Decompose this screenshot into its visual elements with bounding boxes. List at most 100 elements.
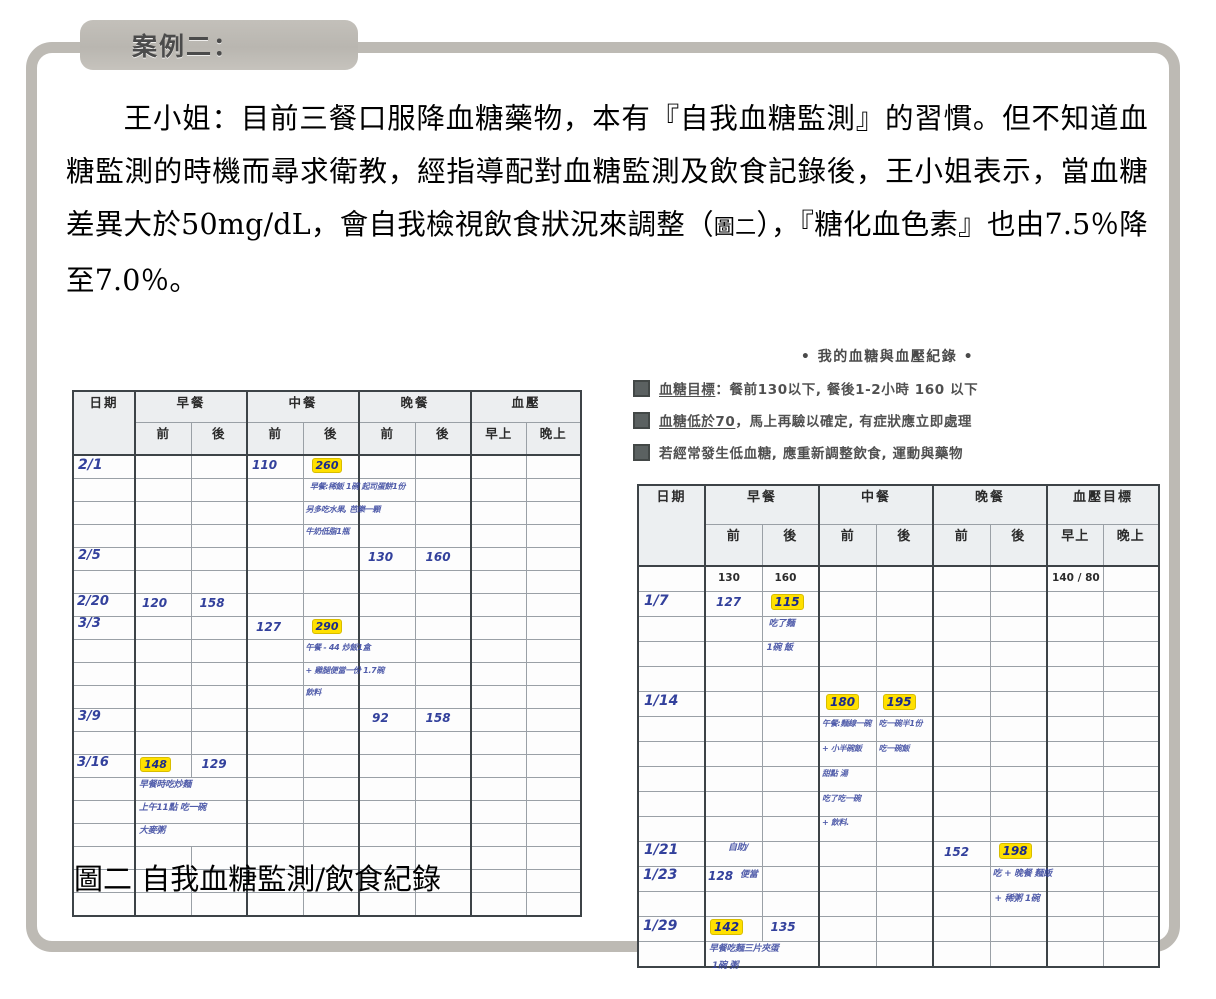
- cell-bf-after: [761, 816, 821, 842]
- hw-bf-after-5: 135: [770, 920, 796, 934]
- cell-bf-before: [704, 791, 763, 817]
- hw-dinner-after-2: 160: [425, 550, 451, 564]
- hw-note-1b: 1碗 飯: [766, 643, 794, 653]
- cell-dinner-after: 198: [989, 841, 1049, 867]
- cell-dinner-before: [932, 716, 991, 742]
- cell-lunch-before: 吃了吃一碗: [818, 791, 877, 817]
- cell-bp-evening: [525, 570, 582, 594]
- cell-dinner-after: [989, 666, 1049, 692]
- cell-lunch-after: + 雞腿便當一份 1.7碗: [302, 662, 384, 686]
- cell-lunch-before: [246, 593, 304, 617]
- hw-bf-before-4: 128: [708, 869, 734, 883]
- figures-area: 日期 早餐 中餐 晚餐 血壓 前 後 前 後 前 後 早上 晚上 2/1: [0, 340, 1216, 971]
- cell-bf-after: [761, 841, 821, 867]
- table-row: 飲料: [72, 685, 582, 709]
- cell-dinner-after: [989, 716, 1049, 742]
- cell-bp-morning: [470, 454, 527, 479]
- cell-bp-evening: [525, 708, 582, 732]
- table-row: + 稀粥 1碗: [637, 891, 1160, 917]
- hw-note-6b: 上午11點 吃一碗: [139, 803, 206, 813]
- cell-bf-after: [761, 891, 821, 917]
- header-bf-before: 前: [704, 524, 763, 567]
- cell-dinner-after: [414, 454, 473, 479]
- cell-bp-morning: [1046, 591, 1104, 617]
- hw-bf-before-3: 120: [142, 596, 168, 610]
- cell-bp-evening: [1102, 916, 1160, 942]
- cell-date: [72, 662, 136, 686]
- cell-bf-after: [190, 524, 249, 548]
- cell-lunch-before: 127: [246, 616, 304, 640]
- hw-dinner-before-2: 130: [368, 550, 394, 564]
- cell-dinner-after: [989, 591, 1049, 617]
- table-row: 吃了麵: [637, 616, 1160, 642]
- cell-dinner-after: [414, 524, 473, 548]
- cell-bf-before: 128 便當: [704, 866, 763, 892]
- cell-lunch-before: [246, 754, 304, 778]
- hw-note-3b: + 稀粥 1碗: [994, 894, 1040, 904]
- cell-lunch-before: [246, 547, 304, 571]
- hw-date-5: 3/9: [78, 709, 101, 724]
- header-lunch-after: 後: [875, 524, 935, 567]
- hw-lunch-after-4: 290: [311, 619, 343, 634]
- header-dinner: 晚餐: [932, 484, 1049, 525]
- cell-lunch-before: 甜點 湯: [818, 766, 877, 792]
- table-row: + 小半碗飯 吃一碗飯: [637, 741, 1160, 767]
- cell-lunch-after: [875, 941, 935, 968]
- cell-bp-evening: [1102, 841, 1160, 867]
- cell-dinner-before: [358, 869, 416, 893]
- table-row: [72, 570, 582, 594]
- hw-bf-before-6: 148: [140, 757, 171, 772]
- hw-note-2c: + 小半碗飯: [822, 744, 862, 753]
- cell-bf-after: [190, 478, 249, 502]
- cell-dinner-after: 158: [414, 708, 473, 732]
- cell-bf-note: 早餐時吃炒麵: [134, 777, 249, 801]
- table-row: 1/23 128 便當 吃 + 晚餐 麵飯: [637, 866, 1160, 892]
- cell-bf-after: [190, 454, 249, 479]
- cell-bp-evening: [525, 754, 582, 778]
- note-1-bold: 血糖目標: [659, 382, 716, 398]
- cell-lunch-after: [875, 591, 935, 617]
- cell-lunch-after: [302, 800, 361, 824]
- hw-bf-after-6: 129: [201, 757, 227, 771]
- cell-bp-morning: [1046, 941, 1104, 968]
- bullet-square-icon: [633, 443, 650, 461]
- cell-lunch-after: 午餐 - 44 炒飯1盒: [302, 639, 371, 663]
- cell-bf-before: 142: [704, 916, 763, 942]
- cell-lunch-before: [246, 685, 304, 709]
- cell-lunch-after: [875, 916, 935, 942]
- cell-date: [72, 570, 136, 594]
- cell-bf-after: [190, 547, 249, 571]
- cell-lunch-after: [875, 565, 935, 592]
- cell-lunch-before: [246, 777, 304, 801]
- hw-date-4: 3/3: [78, 616, 101, 631]
- hw-date-6: 3/16: [77, 755, 109, 770]
- hw-note-6c: 大麥粥: [139, 826, 166, 836]
- cell-lunch-after: [875, 766, 935, 792]
- hw-lunch-after-2: 195: [882, 694, 916, 710]
- cell-dinner-after: [989, 791, 1049, 817]
- cell-bp-morning: [470, 869, 527, 893]
- hw-note-1a: 早餐:稀飯 1碗 起司蛋餅1份: [309, 482, 406, 491]
- cell-date: [637, 641, 706, 667]
- hw-dinner-after-5: 158: [425, 711, 451, 725]
- case-tab-label: 案例二：: [132, 32, 241, 61]
- cell-dinner-after: [989, 816, 1049, 842]
- cell-date: [637, 616, 706, 642]
- header-bloodpressure-goal: 血壓目標: [1046, 484, 1160, 525]
- cell-dinner-after: + 稀粥 1碗: [989, 891, 1049, 917]
- bullet-square-icon: [633, 411, 650, 429]
- cell-dinner-after: [989, 691, 1049, 717]
- header-breakfast: 早餐: [134, 390, 249, 423]
- header-bf-after: 後: [190, 422, 249, 456]
- cell-bf-before: [134, 708, 192, 732]
- cell-bf-after: [761, 691, 821, 717]
- cell-lunch-before: [818, 641, 877, 667]
- cell-bp-evening: [1102, 641, 1160, 667]
- cell-bp-evening: [525, 524, 582, 548]
- hw-bf-before-5: 142: [710, 919, 744, 935]
- cell-bf-after: 吃了麵: [761, 616, 821, 642]
- cell-bf-before: [704, 666, 763, 692]
- cell-dinner-before: [358, 685, 416, 709]
- header-date: 日期: [72, 390, 136, 456]
- cell-dinner-before: [932, 641, 991, 667]
